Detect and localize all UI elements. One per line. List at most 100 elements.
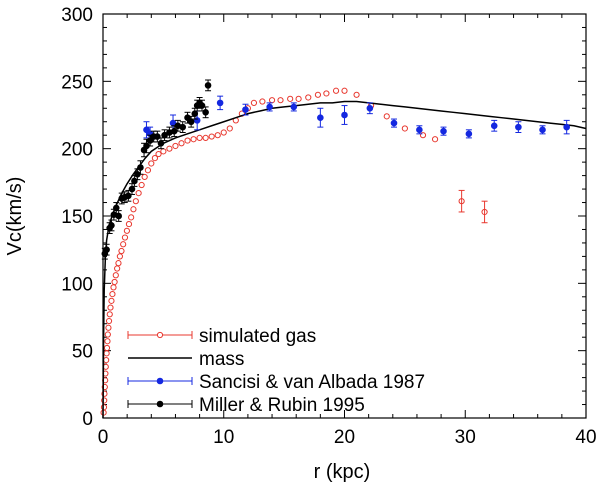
simulated-gas-point (107, 304, 114, 311)
legend-marker (156, 400, 164, 408)
simulated-gas-point (112, 272, 119, 279)
simulated-gas-point (323, 90, 330, 97)
miller-point (161, 131, 168, 139)
y-tick-label: 50 (72, 342, 93, 363)
sancisi-point (341, 111, 348, 119)
simulated-gas-point (196, 134, 203, 141)
simulated-gas-point (101, 397, 108, 404)
y-tick-label: 150 (61, 207, 93, 228)
simulated-gas-point (120, 241, 127, 248)
simulated-gas-point (111, 278, 118, 286)
simulated-gas-point (458, 198, 465, 205)
legend-item: Sancisi & van Albada 1987 (127, 372, 425, 393)
simulated-gas-point (110, 284, 117, 291)
sancisi-point (290, 103, 298, 111)
sancisi-point (440, 127, 447, 135)
simulated-gas-point (125, 220, 133, 228)
miller-point (202, 109, 209, 116)
simulated-gas-point (141, 173, 148, 181)
sancisi-point (216, 99, 224, 107)
simulated-gas-point (401, 125, 408, 132)
sancisi-point (515, 123, 522, 131)
simulated-gas-point (268, 97, 276, 104)
miller-point (191, 110, 199, 117)
legend-marker (156, 331, 164, 339)
simulated-gas-point (106, 311, 113, 318)
sancisi-point (490, 122, 498, 130)
legend-item: mass (128, 349, 244, 370)
miller-point (125, 192, 132, 200)
simulated-gas-point (287, 95, 294, 102)
simulated-gas-point (135, 190, 142, 197)
simulated-gas-point (341, 87, 348, 94)
simulated-gas-point (481, 208, 488, 216)
sancisi-point (390, 119, 398, 127)
simulated-gas-point (138, 181, 145, 189)
simulated-gas-point (172, 142, 179, 150)
simulated-gas-point (123, 227, 131, 234)
simulated-gas-point (121, 234, 129, 241)
simulated-gas-point (226, 125, 233, 132)
simulated-gas-point (132, 198, 139, 205)
simulated-gas-point (116, 253, 124, 260)
x-axis-title: r (kpc) (314, 461, 371, 483)
miller-point (187, 118, 195, 126)
simulated-gas-point (259, 98, 266, 105)
miller-point (204, 82, 212, 89)
miller-point (115, 212, 122, 220)
miller-point (128, 185, 136, 193)
y-tick-label: 0 (82, 409, 93, 430)
simulated-gas-point (208, 133, 215, 140)
legend-label: Miller & Rubin 1995 (199, 395, 365, 416)
simulated-gas-point (155, 150, 162, 158)
simulated-gas-point (100, 404, 108, 411)
simulated-gas-point (104, 331, 111, 338)
simulated-gas-point (115, 260, 122, 267)
simulated-gas-point (184, 137, 191, 144)
y-tick-label: 100 (61, 274, 93, 295)
miller-point (131, 177, 138, 185)
series-layer (100, 79, 587, 419)
x-tick-label: 20 (334, 427, 355, 448)
simulated-gas-point (148, 160, 155, 167)
miller-point (108, 222, 115, 229)
series-miller-rubin-1995 (101, 79, 212, 260)
simulated-gas-point (383, 113, 390, 120)
axis-tick-labels: 0 10 20 30 40 0 50 100 150 200 250 300 (61, 5, 596, 448)
simulated-gas-point (190, 136, 197, 143)
simulated-gas-point (305, 94, 312, 101)
simulated-gas-point (105, 324, 112, 331)
series-simulated-gas (100, 87, 488, 416)
y-tick-label: 300 (61, 5, 93, 26)
sancisi-point (143, 126, 150, 134)
legend-label: Sancisi & van Albada 1987 (199, 372, 425, 393)
simulated-gas-point (314, 91, 322, 98)
simulated-gas-point (103, 356, 110, 364)
miller-point (179, 123, 186, 131)
simulated-gas-point (105, 317, 113, 325)
simulated-gas-point (277, 97, 284, 104)
simulated-gas-point (109, 291, 116, 298)
miller-point (103, 246, 110, 253)
simulated-gas-point (178, 140, 185, 147)
simulated-gas-point (114, 265, 121, 272)
simulated-gas-point (202, 134, 209, 141)
simulated-gas-point (353, 91, 360, 98)
sancisi-point (266, 103, 273, 111)
miller-point (137, 164, 144, 171)
x-tick-label: 0 (98, 427, 109, 448)
simulated-gas-point (108, 297, 115, 304)
legend-marker (156, 377, 164, 385)
simulated-gas-point (295, 95, 302, 102)
simulated-gas-point (101, 390, 108, 397)
legend-label: mass (199, 349, 244, 370)
sancisi-point (317, 114, 324, 121)
miller-point (198, 102, 206, 109)
x-tick-label: 10 (213, 427, 234, 448)
x-tick-label: 30 (455, 427, 476, 448)
simulated-gas-point (128, 214, 135, 221)
legend-item: simulated gas (127, 326, 316, 347)
simulated-gas-point (332, 87, 340, 94)
